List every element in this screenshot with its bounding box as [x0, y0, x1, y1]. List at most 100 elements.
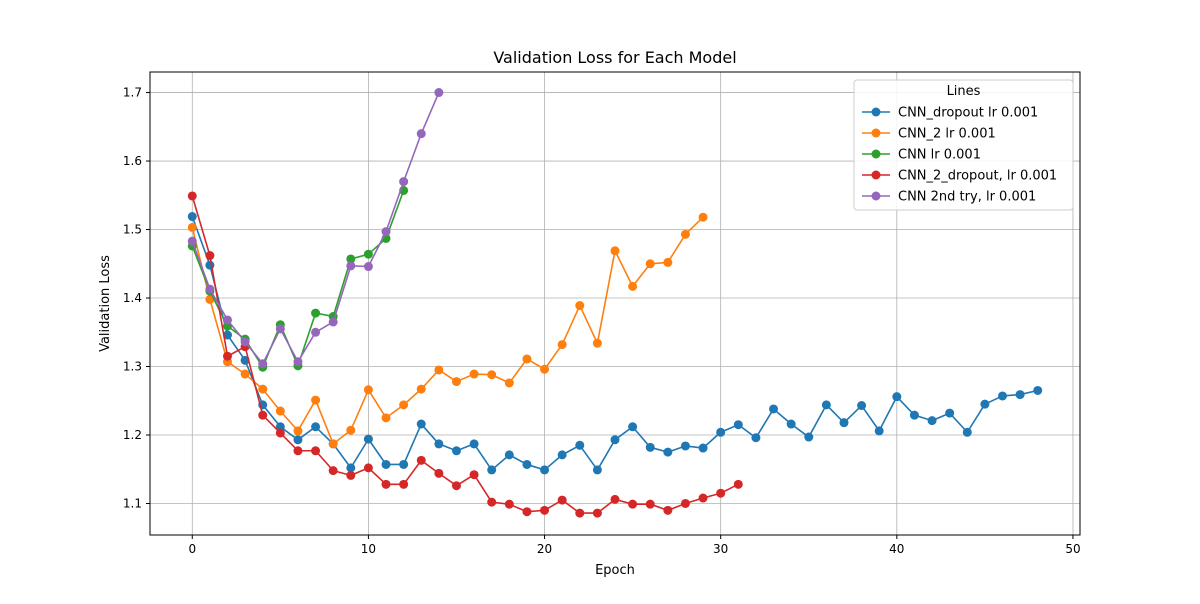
series-line: [191, 216, 704, 445]
y-tick-label: 1.2: [123, 428, 142, 442]
data-point: [874, 426, 884, 436]
x-tick-label: 0: [188, 542, 196, 556]
data-point: [258, 384, 268, 394]
data-point: [311, 395, 321, 405]
plot-area-frame: [149, 71, 1081, 536]
legend-label: CNN lr 0.001: [898, 148, 981, 163]
data-point: [487, 465, 497, 475]
data-point: [610, 246, 620, 256]
x-tick-label: 40: [889, 542, 904, 556]
data-point: [610, 494, 620, 504]
data-point: [311, 446, 321, 456]
series-group: [187, 212, 708, 449]
data-point: [416, 384, 426, 394]
series-group: [187, 185, 409, 372]
chart-title: Validation Loss for Each Model: [493, 48, 736, 67]
data-point: [363, 385, 373, 395]
data-point: [205, 260, 215, 270]
legend-item: CNN_2 lr 0.001: [862, 127, 996, 142]
data-point: [522, 507, 532, 517]
data-point: [504, 450, 514, 460]
data-point: [293, 446, 303, 456]
data-point: [980, 399, 990, 409]
data-point: [663, 257, 673, 267]
data-point: [628, 422, 638, 432]
data-point: [557, 340, 567, 350]
y-axis-label: Validation Loss: [98, 255, 113, 352]
data-point: [610, 435, 620, 445]
data-point: [223, 315, 232, 325]
data-point: [434, 468, 444, 478]
data-point: [399, 479, 409, 489]
legend-marker: [871, 191, 881, 201]
data-point: [275, 324, 285, 334]
data-point: [1015, 390, 1025, 400]
y-tick-label: 1.6: [123, 154, 142, 168]
series-group: [187, 191, 743, 518]
x-axis-ticks: 0 10 20 30 40 50: [188, 535, 1081, 556]
data-point: [381, 479, 391, 489]
data-point: [311, 327, 321, 337]
x-tick-label: 10: [361, 542, 376, 556]
legend-label: CNN_dropout lr 0.001: [898, 106, 1038, 121]
legend: Lines CNN_dropout lr 0.001 CNN_2 lr 0.001 C…: [853, 79, 1074, 211]
data-point: [293, 426, 303, 436]
legend-item: CNN_2_dropout, lr 0.001: [862, 169, 1057, 184]
data-point: [469, 369, 479, 379]
data-point: [346, 470, 356, 480]
data-point: [716, 488, 726, 498]
data-point: [592, 508, 602, 518]
data-point: [892, 392, 902, 402]
data-point: [962, 427, 972, 437]
data-point: [927, 416, 937, 426]
y-tick-label: 1.1: [123, 496, 142, 510]
data-point: [645, 442, 655, 452]
data-point: [575, 508, 585, 518]
series-layer: [187, 88, 1043, 518]
y-tick-label: 1.7: [123, 86, 142, 100]
data-point: [258, 359, 268, 369]
data-point: [416, 129, 426, 139]
series-line: [191, 195, 739, 514]
data-point: [311, 422, 321, 432]
x-axis-label: Epoch: [595, 563, 635, 578]
legend-marker: [871, 149, 881, 159]
y-tick-label: 1.3: [123, 360, 142, 374]
data-point: [346, 261, 356, 271]
data-point: [945, 408, 955, 418]
data-point: [469, 470, 479, 480]
data-point: [769, 404, 779, 414]
data-point: [592, 338, 602, 348]
data-point: [821, 400, 831, 410]
data-point: [275, 428, 285, 438]
data-point: [751, 433, 761, 443]
data-point: [663, 505, 673, 515]
data-point: [540, 465, 550, 475]
data-point: [187, 191, 197, 201]
data-point: [628, 499, 638, 509]
data-point: [434, 439, 444, 449]
data-point: [434, 365, 444, 375]
data-point: [399, 400, 409, 410]
data-point: [416, 419, 426, 429]
data-point: [592, 465, 602, 475]
legend-item: CNN 2nd try, lr 0.001: [862, 190, 1036, 205]
data-point: [293, 357, 303, 367]
data-point: [839, 418, 849, 428]
x-tick-label: 50: [1065, 542, 1080, 556]
legend-marker: [871, 107, 881, 117]
data-point: [857, 401, 867, 411]
data-point: [645, 259, 655, 269]
data-point: [628, 281, 638, 291]
legend-item: CNN_dropout lr 0.001: [862, 106, 1038, 121]
data-point: [469, 439, 479, 449]
data-point: [557, 495, 567, 505]
data-point: [663, 447, 673, 457]
data-point: [363, 262, 373, 272]
data-point: [733, 479, 743, 489]
data-point: [363, 463, 373, 473]
data-point: [557, 450, 567, 460]
data-point: [451, 446, 461, 456]
data-point: [187, 222, 197, 232]
